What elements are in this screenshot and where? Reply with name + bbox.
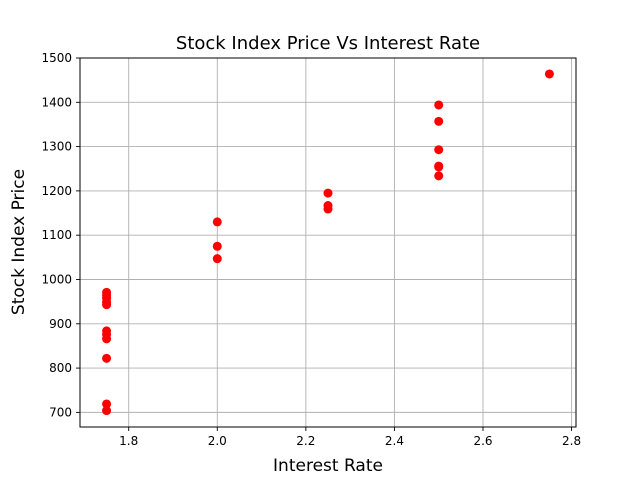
scatter-point xyxy=(434,162,444,172)
y-tick-label: 1400 xyxy=(41,95,72,109)
y-tick-label: 900 xyxy=(49,317,72,331)
scatter-point xyxy=(212,217,222,227)
y-tick-label: 1100 xyxy=(41,228,72,242)
y-tick-label: 800 xyxy=(49,361,72,375)
y-tick-label: 1000 xyxy=(41,272,72,286)
scatter-point xyxy=(434,145,444,155)
y-tick-label: 700 xyxy=(49,405,72,419)
scatter-point xyxy=(434,116,444,126)
x-tick-label: 1.8 xyxy=(119,434,138,448)
scatter-point xyxy=(102,297,112,307)
scatter-point xyxy=(434,100,444,110)
x-tick-label: 2.8 xyxy=(562,434,581,448)
scatter-point xyxy=(212,241,222,251)
scatter-point xyxy=(102,329,112,339)
x-axis-label: Interest Rate xyxy=(273,456,383,476)
axis-ticks: 1.8 2.0 2.2 2.4 2.6 2.8 700 800 900 1000 1100 1200 1… xyxy=(41,51,581,448)
y-axis-label: Stock Index Price xyxy=(9,169,29,315)
scatter-point xyxy=(323,204,333,214)
chart-title: Stock Index Price Vs Interest Rate xyxy=(176,33,480,54)
x-tick-label: 2.2 xyxy=(296,434,315,448)
scatter-point xyxy=(102,287,112,297)
scatter-point xyxy=(434,171,444,181)
x-tick-label: 2.0 xyxy=(208,434,227,448)
scatter-point xyxy=(102,406,112,416)
scatter-point xyxy=(102,399,112,409)
x-tick-label: 2.6 xyxy=(473,434,492,448)
data-points xyxy=(102,69,554,416)
y-tick-label: 1300 xyxy=(41,140,72,154)
scatter-point xyxy=(544,69,554,79)
scatter-point xyxy=(102,353,112,363)
plot-area-frame xyxy=(79,57,577,428)
y-tick-label: 1200 xyxy=(41,184,72,198)
x-tick-label: 2.4 xyxy=(385,434,404,448)
y-tick-label: 1500 xyxy=(41,51,72,65)
grid xyxy=(80,57,576,427)
scatter-point xyxy=(212,254,222,264)
scatter-point xyxy=(323,188,333,198)
